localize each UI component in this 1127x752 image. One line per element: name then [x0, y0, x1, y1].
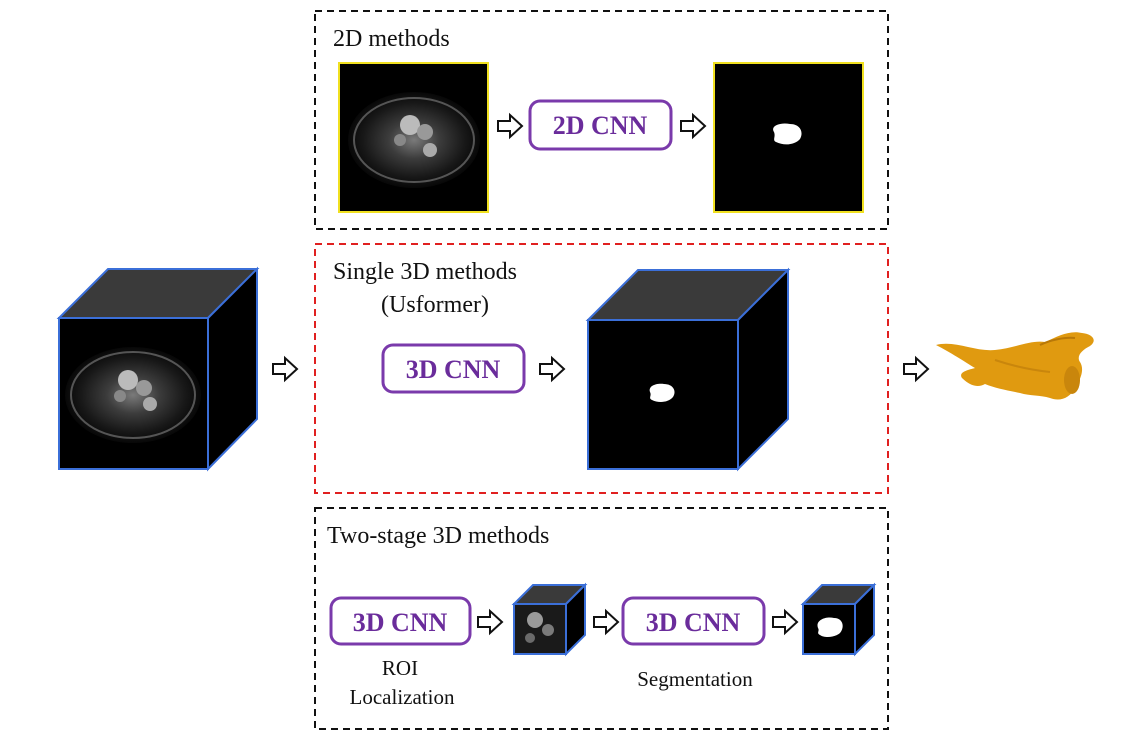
mri-slice-image: [338, 62, 489, 213]
segmentation-volume-cube: [585, 267, 791, 472]
hollow-right-arrow-icon: [272, 357, 298, 381]
hollow-right-arrow-icon: [593, 610, 619, 634]
roi-caption-line1: ROI: [382, 656, 418, 680]
hollow-right-arrow-icon: [477, 610, 503, 634]
roi-volume-cube: [511, 582, 588, 657]
cnn-box-roi-localization: 3D CNN: [329, 596, 472, 646]
hollow-right-arrow-icon: [903, 357, 929, 381]
cnn-2d-label: 2D CNN: [553, 111, 648, 140]
input-mri-volume-cube: [56, 266, 260, 472]
panel-single-3d-title-line1: Single 3D methods: [333, 259, 517, 285]
segmentation-slice-image: [713, 62, 864, 213]
panel-two-stage-title: Two-stage 3D methods: [327, 523, 549, 549]
roi-caption-line2: Localization: [350, 685, 455, 709]
panel-two-stage-3d-methods: [314, 507, 889, 730]
hollow-right-arrow-icon: [772, 610, 798, 634]
3d-atrium-mesh: [936, 332, 1094, 400]
hollow-right-arrow-icon: [497, 114, 523, 138]
panel-single-3d-title-line2: (Usformer): [381, 292, 489, 318]
panel-single-3d-methods: [314, 243, 889, 494]
cnn-box-2d: 2D CNN: [528, 99, 673, 151]
hollow-right-arrow-icon: [680, 114, 706, 138]
roi-segmentation-cube: [800, 582, 877, 657]
cnn-stage2-label: 3D CNN: [646, 608, 741, 637]
hollow-right-arrow-icon: [539, 357, 565, 381]
panel-2d-title: 2D methods: [333, 26, 450, 52]
cnn-box-3d-single: 3D CNN: [381, 343, 526, 394]
cnn-3d-single-label: 3D CNN: [406, 355, 501, 384]
cnn-box-segmentation: 3D CNN: [621, 596, 766, 646]
segmentation-caption: Segmentation: [637, 667, 753, 691]
cnn-stage1-label: 3D CNN: [353, 608, 448, 637]
